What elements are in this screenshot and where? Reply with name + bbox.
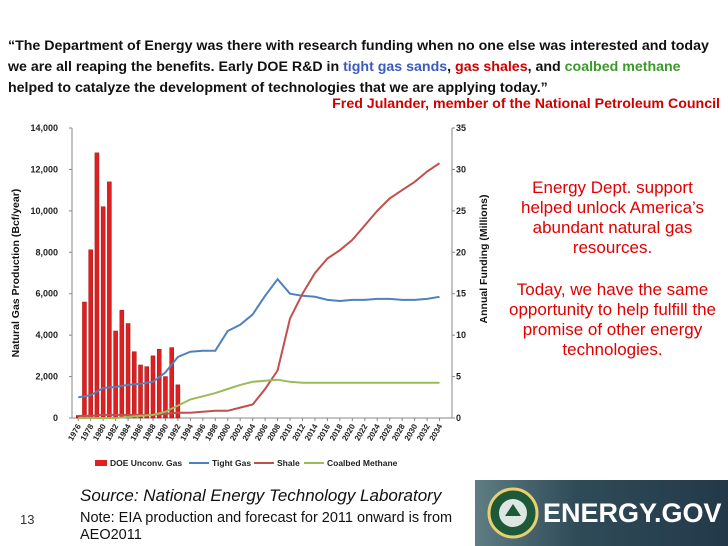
- y2-tick-label: 20: [456, 247, 466, 257]
- bar: [175, 384, 181, 419]
- bar: [82, 301, 87, 419]
- quote-segment: “The Department of Energy was there with…: [8, 38, 709, 75]
- bar: [150, 355, 156, 419]
- legend-label: DOE Unconv. Gas: [110, 458, 182, 468]
- legend-label: Shale: [277, 458, 300, 468]
- page-number: 13: [20, 512, 35, 527]
- side-paragraph: Energy Dept. support helped unlock Ameri…: [520, 178, 704, 257]
- bar: [88, 249, 93, 419]
- bar: [113, 330, 118, 419]
- quote-segment: coalbed methane: [564, 59, 681, 75]
- bar: [107, 181, 112, 419]
- chart: 0 2,000 4,000 6,000 8,000 10,000 12,000 14,000 0…: [10, 123, 490, 468]
- bar: [138, 364, 143, 419]
- bar: [144, 366, 150, 419]
- legend-swatch: [95, 460, 107, 466]
- y2-tick-label: 30: [456, 164, 466, 174]
- attribution: Fred Julander, member of the National Pe…: [332, 96, 720, 112]
- bar: [169, 347, 174, 419]
- y2-tick-label: 0: [456, 413, 461, 423]
- y-tick-label: 10,000: [30, 206, 58, 216]
- side-paragraph: Today, we have the same opportunity to h…: [509, 280, 716, 359]
- logo: ENERGY.GOV: [475, 480, 728, 546]
- bar: [125, 323, 131, 419]
- legend-label: Tight Gas: [212, 458, 251, 468]
- quote: “The Department of Energy was there with…: [8, 36, 724, 99]
- y-tick-label: 8,000: [35, 247, 58, 257]
- line: [78, 277, 440, 399]
- quote-segment: helped to catalyze the development of te…: [8, 80, 548, 96]
- quote-segment: tight gas sands: [343, 59, 448, 75]
- y-tick-label: 0: [53, 413, 58, 423]
- y-tick-label: 4,000: [35, 330, 58, 340]
- y2-tick-label: 35: [456, 123, 466, 133]
- note: Note: EIA production and forecast for 20…: [80, 510, 453, 543]
- y-tick-label: 12,000: [30, 164, 58, 174]
- quote-segment: gas shales: [455, 59, 528, 75]
- seal: [487, 487, 539, 539]
- bar: [100, 206, 106, 419]
- legend-label: Coalbed Methane: [327, 458, 398, 468]
- y2-tick-label: 10: [456, 330, 466, 340]
- line: [78, 162, 441, 417]
- bar: [94, 152, 100, 419]
- line: [78, 378, 440, 419]
- bar: [156, 348, 162, 419]
- y-tick-label: 2,000: [35, 372, 58, 382]
- quote-segment: ,: [447, 59, 456, 75]
- bar: [163, 376, 168, 419]
- y2-tick-label: 25: [456, 206, 466, 216]
- source: Source: National Energy Technology Labor…: [80, 486, 442, 505]
- y2-axis-title: Annual Funding (Millions): [478, 195, 490, 324]
- quote-segment: , and: [527, 59, 565, 75]
- bar: [119, 310, 125, 419]
- y-axis-title: Natural Gas Production (Bcf/year): [10, 189, 22, 358]
- y-tick-label: 6,000: [35, 289, 58, 299]
- x-tick-label: 2034: [428, 422, 445, 442]
- y2-tick-label: 5: [456, 372, 461, 382]
- y2-tick-label: 15: [456, 289, 466, 299]
- logo-text: ENERGY.GOV: [543, 498, 722, 528]
- side-text: Energy Dept. support helped unlock Ameri…: [505, 178, 720, 382]
- y-tick-label: 14,000: [30, 123, 58, 133]
